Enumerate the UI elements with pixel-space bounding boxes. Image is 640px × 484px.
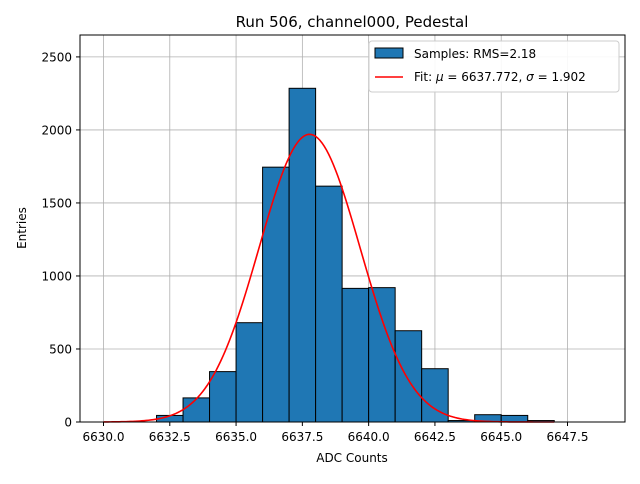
y-tick-label: 2000 xyxy=(41,123,72,137)
legend-histogram-label: Samples: RMS=2.18 xyxy=(414,47,536,61)
legend-fit-prefix: Fit: xyxy=(414,70,436,84)
chart-title: Run 506, channel000, Pedestal xyxy=(236,13,469,31)
histogram-bar xyxy=(209,371,237,423)
histogram-bar xyxy=(394,330,423,423)
y-tick-label: 1500 xyxy=(41,196,72,210)
y-tick-label: 1000 xyxy=(41,269,72,283)
histogram-bar xyxy=(368,287,396,423)
x-tick-label: 6635.0 xyxy=(215,430,257,444)
legend-fit-sigma-value: = 1.902 xyxy=(534,70,586,84)
y-tick-label: 2500 xyxy=(41,50,72,64)
y-tick-label: 0 xyxy=(64,416,72,430)
histogram-bar xyxy=(235,322,264,423)
histogram-bar xyxy=(182,397,211,423)
histogram-bar xyxy=(315,185,343,423)
fit-curve xyxy=(103,133,555,423)
x-tick-label: 6632.5 xyxy=(149,430,191,444)
fit-curve-layer xyxy=(103,133,555,423)
y-axis-ticks: 0 500 1000 1500 2000 2500 xyxy=(41,50,80,430)
y-tick-label: 500 xyxy=(49,342,72,356)
histogram-bar xyxy=(341,287,370,423)
legend-histogram-swatch xyxy=(374,47,404,59)
legend-fit-mu-symbol: μ xyxy=(435,70,444,84)
x-axis-ticks: 6630.0 6632.5 6635.0 6637.5 6640.0 6642.5 6645… xyxy=(83,422,589,444)
plot-area-frame xyxy=(79,34,626,423)
y-axis-label: Entries xyxy=(15,207,29,249)
histogram-bar xyxy=(500,414,529,423)
x-tick-label: 6647.5 xyxy=(547,430,589,444)
x-tick-label: 6630.0 xyxy=(83,430,125,444)
legend-box xyxy=(368,40,620,93)
histogram-bar xyxy=(262,166,290,423)
legend-fit-mu-value: = 6637.772, xyxy=(444,70,527,84)
x-tick-label: 6642.5 xyxy=(414,430,456,444)
x-tick-label: 6645.0 xyxy=(480,430,522,444)
chart-legend: Samples: RMS=2.18 Fit: μ = 6637.772, σ =… xyxy=(368,40,620,93)
legend-fit-sigma-symbol: σ xyxy=(526,70,534,84)
x-tick-label: 6640.0 xyxy=(348,430,390,444)
x-tick-label: 6637.5 xyxy=(281,430,323,444)
x-axis-label: ADC Counts xyxy=(316,451,388,465)
legend-fit-label: Fit: μ = 6637.772, σ = 1.902 xyxy=(414,70,586,84)
histogram-bar xyxy=(288,87,317,423)
